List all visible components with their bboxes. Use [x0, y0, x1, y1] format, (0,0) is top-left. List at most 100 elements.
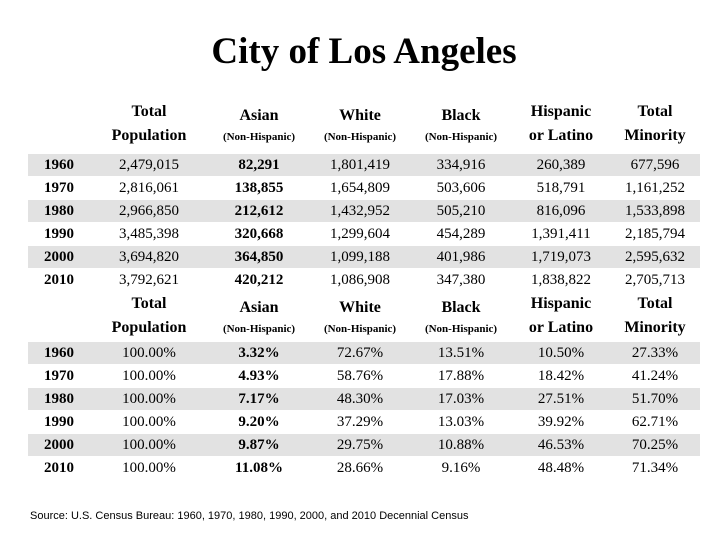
table-row: 1970 100.00% 4.93% 58.76% 17.88% 18.42% 41.24% [28, 364, 700, 388]
header-line-2: (Non-Hispanic) [424, 131, 498, 143]
table-row: 2010 100.00% 11.08% 28.66% 9.16% 48.48% 71.34% [28, 456, 700, 480]
cell-asian: 3.32% [208, 342, 310, 365]
cell-year: 1980 [28, 387, 90, 411]
source-note: Source: U.S. Census Bureau: 1960, 1970, … [30, 510, 469, 522]
cell-year: 1960 [28, 154, 90, 177]
header-line-1: White [339, 299, 381, 316]
cell-asian: 212,612 [208, 199, 310, 223]
cell-minority: 1,161,252 [610, 176, 700, 200]
cell-total: 3,792,621 [90, 268, 208, 292]
cell-year: 2010 [28, 456, 90, 480]
header-line-2: Population [111, 319, 187, 336]
cell-asian: 82,291 [208, 154, 310, 177]
cell-white: 1,654,809 [310, 176, 410, 200]
header-line-2: (Non-Hispanic) [323, 131, 397, 143]
cell-asian: 138,855 [208, 176, 310, 200]
table-row: 2000 100.00% 9.87% 29.75% 10.88% 46.53% 70.25% [28, 433, 700, 457]
table-row: 1980 100.00% 7.17% 48.30% 17.03% 27.51% 51.70% [28, 387, 700, 411]
cell-black: 334,916 [410, 154, 512, 177]
cell-minority: 1,533,898 [610, 199, 700, 223]
header-line-2: (Non-Hispanic) [323, 323, 397, 335]
header-line-1: Total [637, 295, 673, 312]
cell-hispanic: 518,791 [512, 176, 610, 200]
table-row: 1970 2,816,061 138,855 1,654,809 503,606 518,… [28, 176, 700, 200]
header-white: White (Non-Hispanic) [310, 96, 410, 154]
cell-hispanic: 260,389 [512, 154, 610, 177]
cell-white: 58.76% [310, 364, 410, 388]
header-total-minority: Total Minority [610, 292, 700, 343]
cell-year: 1980 [28, 199, 90, 223]
table-row: 2000 3,694,820 364,850 1,099,188 401,986 1,71… [28, 245, 700, 269]
header-hispanic: Hispanic or Latino [512, 96, 610, 154]
cell-black: 17.03% [410, 387, 512, 411]
header-line-2: Population [111, 127, 187, 144]
header-line-2: or Latino [528, 319, 594, 336]
cell-white: 1,801,419 [310, 154, 410, 177]
cell-asian: 9.20% [208, 410, 310, 434]
cell-hispanic: 27.51% [512, 387, 610, 411]
cell-total: 100.00% [90, 364, 208, 388]
cell-black: 503,606 [410, 176, 512, 200]
header-asian: Asian (Non-Hispanic) [208, 96, 310, 154]
cell-white: 37.29% [310, 410, 410, 434]
table-row: 1990 3,485,398 320,668 1,299,604 454,289 1,39… [28, 222, 700, 246]
cell-year: 2010 [28, 268, 90, 292]
cell-year: 1990 [28, 410, 90, 434]
table-row: 1980 2,966,850 212,612 1,432,952 505,210 816,… [28, 199, 700, 223]
table-row: 1960 2,479,015 82,291 1,801,419 334,916 260,3… [28, 154, 700, 177]
cell-black: 10.88% [410, 433, 512, 457]
cell-total: 100.00% [90, 387, 208, 411]
cell-hispanic: 816,096 [512, 199, 610, 223]
cell-year: 2000 [28, 245, 90, 269]
cell-black: 17.88% [410, 364, 512, 388]
cell-total: 100.00% [90, 433, 208, 457]
cell-year: 1990 [28, 222, 90, 246]
header-blank-cell [28, 292, 90, 343]
header-line-1: Black [441, 299, 481, 316]
cell-hispanic: 10.50% [512, 342, 610, 365]
cell-asian: 7.17% [208, 387, 310, 411]
header-line-1: Hispanic [530, 103, 592, 120]
cell-asian: 11.08% [208, 456, 310, 480]
cell-total: 3,485,398 [90, 222, 208, 246]
cell-year: 2000 [28, 433, 90, 457]
header-line-2: Minority [624, 319, 686, 336]
cell-hispanic: 48.48% [512, 456, 610, 480]
cell-hispanic: 39.92% [512, 410, 610, 434]
percents-header-row: Total Population Asian (Non-Hispanic) White (… [28, 292, 700, 343]
cell-minority: 2,705,713 [610, 268, 700, 292]
cell-minority: 71.34% [610, 456, 700, 480]
cell-minority: 27.33% [610, 342, 700, 365]
cell-black: 505,210 [410, 199, 512, 223]
cell-minority: 70.25% [610, 433, 700, 457]
cell-year: 1960 [28, 342, 90, 365]
header-line-1: Black [441, 107, 481, 124]
header-line-1: Hispanic [530, 295, 592, 312]
cell-white: 72.67% [310, 342, 410, 365]
counts-header-row: Total Population Asian (Non-Hispanic) White (… [28, 96, 700, 154]
cell-black: 454,289 [410, 222, 512, 246]
cell-white: 28.66% [310, 456, 410, 480]
header-line-2: Minority [624, 127, 686, 144]
cell-black: 9.16% [410, 456, 512, 480]
page-title: City of Los Angeles [211, 31, 517, 72]
header-asian: Asian (Non-Hispanic) [208, 292, 310, 343]
header-black: Black (Non-Hispanic) [410, 96, 512, 154]
cell-white: 1,432,952 [310, 199, 410, 223]
header-line-2: (Non-Hispanic) [222, 323, 296, 335]
cell-white: 48.30% [310, 387, 410, 411]
cell-black: 347,380 [410, 268, 512, 292]
cell-minority: 677,596 [610, 154, 700, 177]
cell-total: 100.00% [90, 410, 208, 434]
header-line-1: White [339, 107, 381, 124]
header-total-population: Total Population [90, 96, 208, 154]
table-row: 1990 100.00% 9.20% 37.29% 13.03% 39.92% 62.71% [28, 410, 700, 434]
cell-year: 1970 [28, 364, 90, 388]
cell-minority: 2,185,794 [610, 222, 700, 246]
cell-minority: 41.24% [610, 364, 700, 388]
header-line-1: Total [131, 103, 167, 120]
population-table: Total Population Asian (Non-Hispanic) White (… [28, 96, 700, 480]
cell-asian: 420,212 [208, 268, 310, 292]
header-hispanic: Hispanic or Latino [512, 292, 610, 343]
header-line-2: (Non-Hispanic) [222, 131, 296, 143]
